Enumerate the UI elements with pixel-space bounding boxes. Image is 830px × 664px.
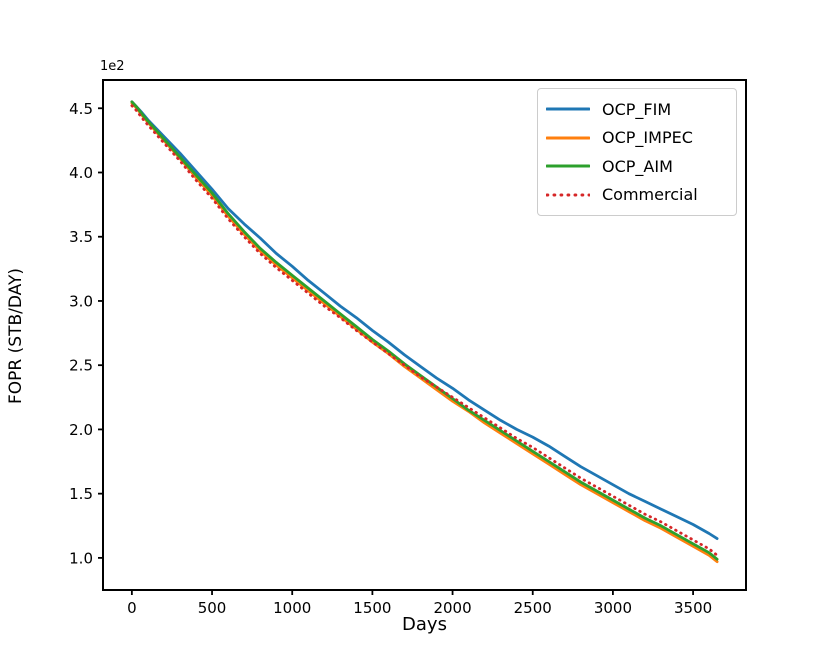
legend-label: OCP_IMPEC [602, 128, 693, 148]
series-line-OCP_AIM [130, 100, 719, 561]
legend-label: OCP_AIM [602, 156, 673, 176]
x-tick-label: 2500 [514, 599, 552, 617]
x-tick-label: 0 [127, 599, 137, 617]
y-tick-label: 1.5 [69, 485, 93, 503]
x-axis-label: Days [402, 614, 447, 635]
x-tick-label: 1500 [353, 599, 391, 617]
x-tick-label: 2000 [433, 599, 471, 617]
x-tick-label: 500 [198, 599, 227, 617]
y-tick-label: 4.0 [69, 164, 93, 182]
y-axis-label: FOPR (STB/DAY) [6, 268, 26, 404]
y-tick-label: 2.0 [69, 421, 93, 439]
series-line-OCP_FIM [130, 100, 719, 540]
y-tick-label: 1.0 [69, 549, 93, 567]
legend-line-sample [546, 107, 590, 111]
legend-item: OCP_IMPEC [546, 124, 728, 152]
y-tick-label: 2.5 [69, 357, 93, 375]
x-tick-label: 3000 [594, 599, 632, 617]
legend: OCP_FIM OCP_IMPEC OCP_AIM Commercial [537, 88, 737, 216]
legend-label: Commercial [602, 185, 698, 205]
y-tick-label: 3.5 [69, 228, 93, 246]
legend-item: OCP_FIM [546, 95, 728, 123]
x-tick-label: 3500 [674, 599, 712, 617]
legend-item: Commercial [546, 181, 728, 209]
y-tick-label: 4.5 [69, 100, 93, 118]
legend-line-sample [546, 164, 590, 168]
axes-spines [102, 79, 747, 591]
legend-item: OCP_AIM [546, 152, 728, 180]
y-axis-offset-text: 1e2 [100, 59, 125, 74]
legend-label: OCP_FIM [602, 99, 672, 119]
x-tick-label: 1000 [273, 599, 311, 617]
y-tick-label: 3.0 [69, 292, 93, 310]
legend-line-sample [546, 193, 590, 197]
legend-line-sample [546, 136, 590, 140]
series-line-Commercial [130, 104, 719, 557]
